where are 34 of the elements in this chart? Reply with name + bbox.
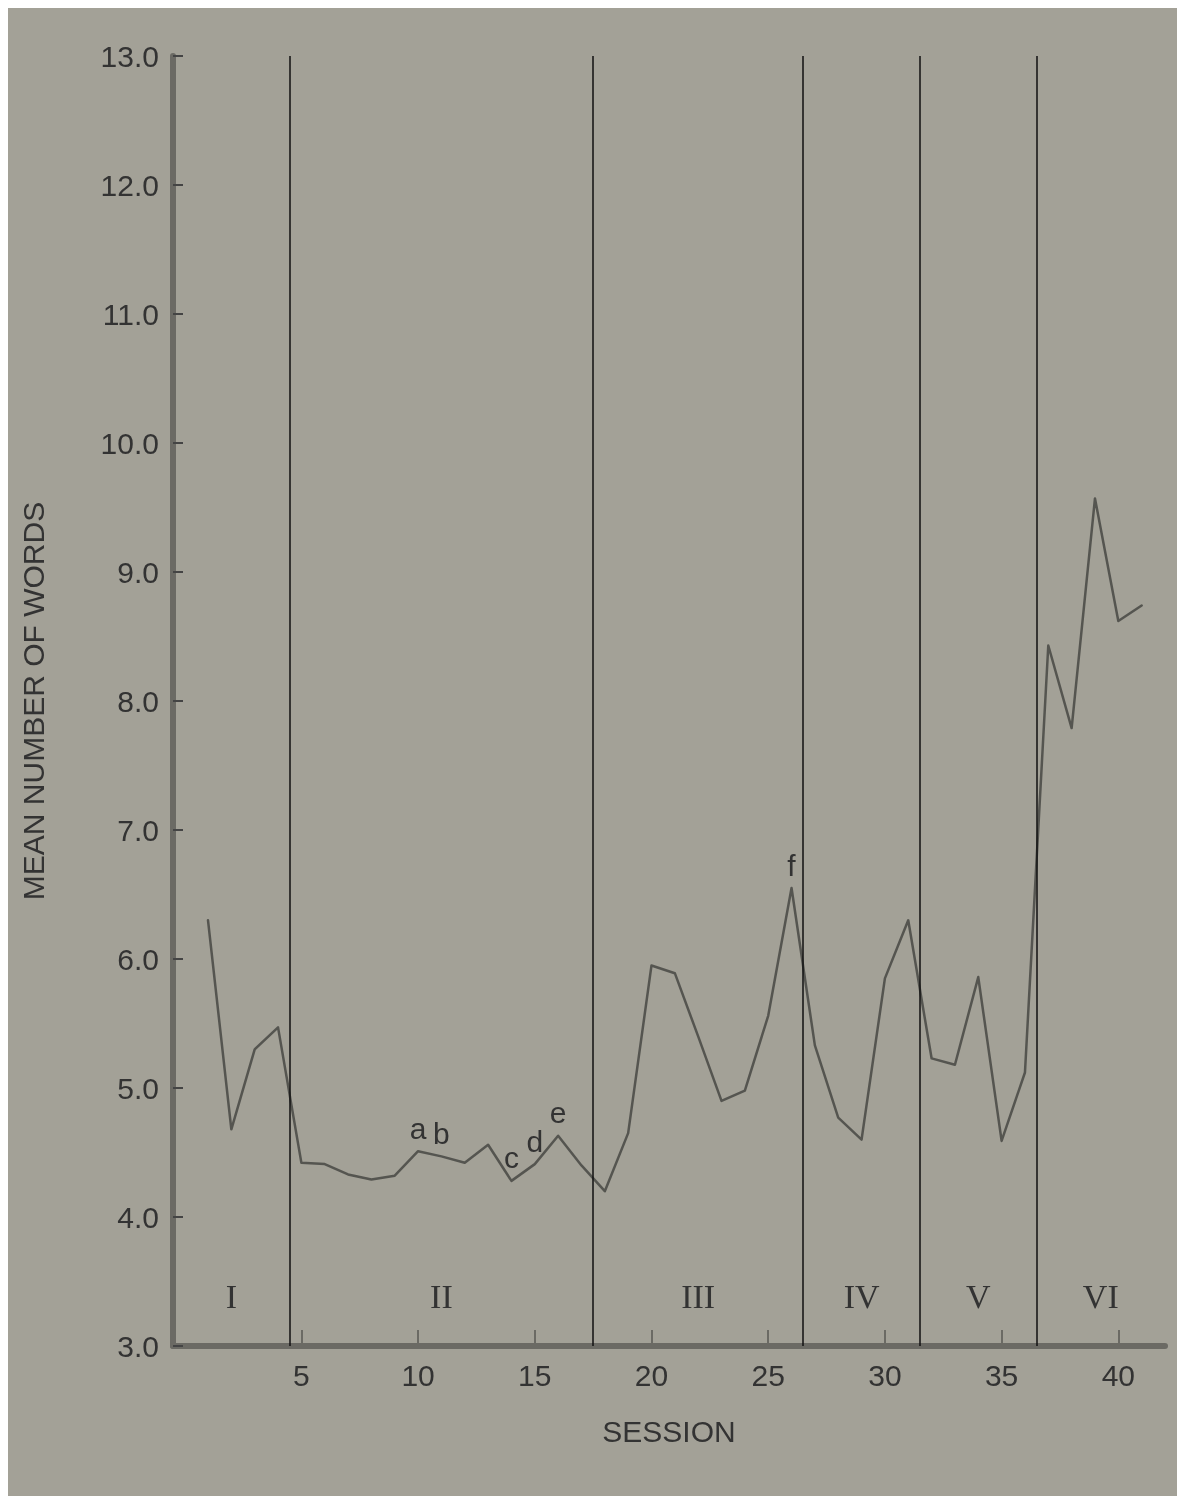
y-tick-label: 3.0 bbox=[117, 1329, 159, 1363]
annotation: II bbox=[430, 1277, 453, 1315]
annotation: III bbox=[681, 1277, 716, 1315]
x-tick-label: 30 bbox=[868, 1358, 902, 1392]
annotation: VI bbox=[1082, 1277, 1119, 1315]
x-tick-label: 25 bbox=[751, 1358, 785, 1392]
y-tick-label: 8.0 bbox=[117, 684, 159, 718]
annotation: c bbox=[503, 1141, 519, 1175]
y-tick-label: 11.0 bbox=[102, 297, 159, 331]
annotation: V bbox=[965, 1277, 991, 1315]
y-tick-label: 7.0 bbox=[117, 813, 159, 847]
annotation: I bbox=[225, 1277, 238, 1315]
line-series bbox=[206, 497, 1143, 1193]
annotation: IV bbox=[843, 1277, 880, 1315]
y-axis-title: MEAN NUMBER OF WORDS bbox=[16, 501, 50, 901]
annotation: d bbox=[526, 1124, 544, 1158]
y-tick-label: 9.0 bbox=[117, 555, 159, 589]
y-tick-label: 5.0 bbox=[117, 1071, 159, 1105]
x-tick-label: 40 bbox=[1101, 1358, 1136, 1392]
annotation: e bbox=[549, 1096, 567, 1130]
y-tick-label: 6.0 bbox=[117, 942, 159, 976]
y-tick-label: 4.0 bbox=[117, 1200, 159, 1234]
y-tick-label: 13.0 bbox=[100, 39, 159, 73]
x-tick-label: 10 bbox=[401, 1358, 435, 1392]
y-tick-label: 10.0 bbox=[100, 426, 159, 460]
x-tick-label: 20 bbox=[634, 1358, 669, 1392]
annotation: f bbox=[787, 848, 797, 882]
x-tick-label: 15 bbox=[518, 1358, 552, 1392]
x-axis-title: SESSION bbox=[602, 1414, 736, 1448]
annotation: a bbox=[409, 1111, 427, 1145]
y-tick-label: 12.0 bbox=[100, 168, 159, 202]
annotation: b bbox=[433, 1116, 450, 1150]
x-tick-label: 35 bbox=[984, 1358, 1019, 1392]
x-tick-label: 5 bbox=[293, 1358, 310, 1392]
